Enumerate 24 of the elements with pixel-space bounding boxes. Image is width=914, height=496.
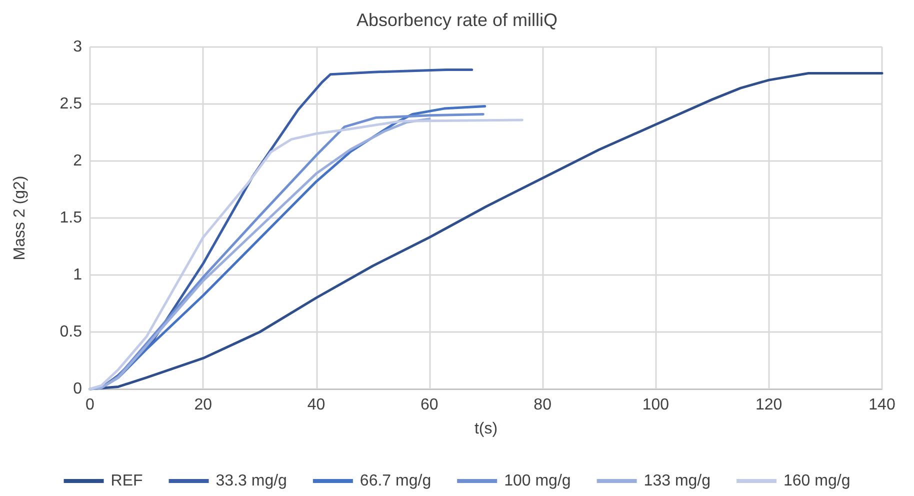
legend-label: 66.7 mg/g bbox=[360, 472, 432, 490]
legend-label: 100 mg/g bbox=[504, 472, 571, 490]
y-tick-label: 2.5 bbox=[60, 96, 82, 112]
legend-label: 33.3 mg/g bbox=[216, 472, 287, 490]
x-axis-title: t(s) bbox=[474, 420, 498, 438]
x-tick-label: 120 bbox=[756, 396, 782, 414]
y-axis-title: Mass 2 (g2) bbox=[12, 176, 28, 260]
x-tick-label: 100 bbox=[642, 396, 670, 414]
y-tick-label: 2 bbox=[73, 152, 82, 170]
y-tick-label: 0.5 bbox=[60, 324, 82, 340]
y-tick-label: 1.5 bbox=[60, 210, 82, 226]
y-tick-label: 1 bbox=[73, 266, 82, 284]
x-tick-label: 60 bbox=[420, 396, 438, 414]
x-tick-label: 80 bbox=[534, 396, 552, 414]
x-tick-label: 140 bbox=[868, 396, 896, 414]
chart-title: Absorbency rate of milliQ bbox=[356, 10, 558, 30]
legend-label: 133 mg/g bbox=[644, 472, 711, 490]
legend-label: 160 mg/g bbox=[784, 472, 850, 490]
legend-label: REF bbox=[110, 472, 144, 490]
x-tick-label: 0 bbox=[86, 396, 95, 414]
y-tick-label: 0 bbox=[73, 380, 82, 398]
x-tick-label: 40 bbox=[307, 396, 326, 414]
x-tick-label: 20 bbox=[194, 396, 212, 414]
y-tick-label: 3 bbox=[73, 38, 82, 56]
